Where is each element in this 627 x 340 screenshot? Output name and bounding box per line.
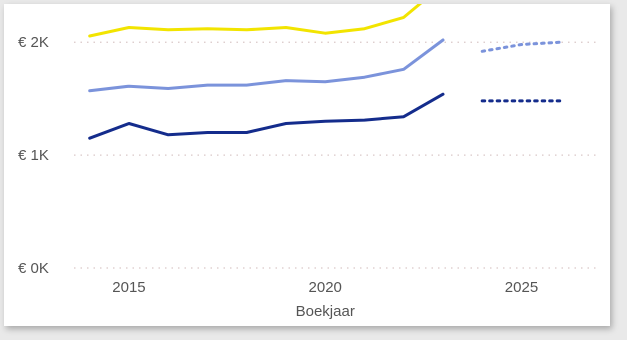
series-lines bbox=[88, 4, 563, 140]
line-chart: € 0K € 1K € 2K 2015 2020 2025 Boekjaar bbox=[18, 4, 600, 320]
y-tick-label: € 1K bbox=[18, 147, 49, 164]
y-axis-ticks: € 0K € 1K € 2K bbox=[18, 34, 49, 277]
x-axis-title: Boekjaar bbox=[296, 303, 355, 320]
series-line-1 bbox=[88, 4, 423, 38]
forecast-line-2 bbox=[480, 40, 563, 53]
y-tick-label: € 0K bbox=[18, 260, 49, 277]
x-tick-label: 2015 bbox=[112, 279, 145, 296]
series-line-2 bbox=[88, 38, 445, 93]
series-line-3 bbox=[88, 92, 445, 140]
chart-card: € 0K € 1K € 2K 2015 2020 2025 Boekjaar bbox=[4, 4, 610, 326]
x-tick-label: 2020 bbox=[309, 279, 342, 296]
y-tick-label: € 2K bbox=[18, 34, 49, 51]
x-axis-ticks: 2015 2020 2025 bbox=[112, 279, 538, 296]
grid-lines bbox=[74, 41, 600, 269]
x-tick-label: 2025 bbox=[505, 279, 538, 296]
